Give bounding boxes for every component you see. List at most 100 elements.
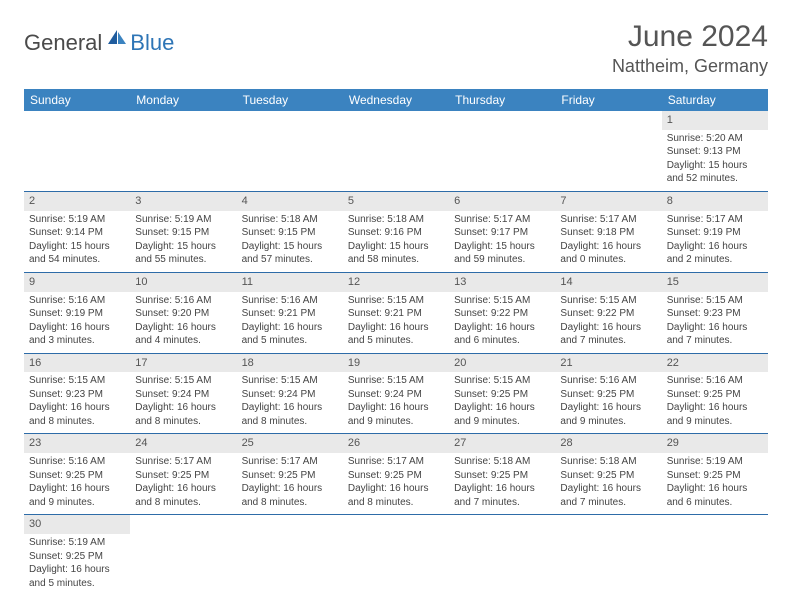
calendar-cell: 16Sunrise: 5:15 AMSunset: 9:23 PMDayligh… [24,353,130,434]
calendar-cell: 23Sunrise: 5:16 AMSunset: 9:25 PMDayligh… [24,434,130,515]
calendar-cell: . [449,515,555,595]
calendar-cell: 13Sunrise: 5:15 AMSunset: 9:22 PMDayligh… [449,272,555,353]
day-number: 22 [662,354,768,373]
sunset-text: Sunset: 9:21 PM [348,307,444,321]
sunset-text: Sunset: 9:25 PM [560,388,656,402]
sunset-text: Sunset: 9:25 PM [29,469,125,483]
logo: General Blue [24,28,174,57]
calendar-cell: . [237,111,343,191]
day-number: 28 [555,434,661,453]
calendar-cell: 28Sunrise: 5:18 AMSunset: 9:25 PMDayligh… [555,434,661,515]
sunset-text: Sunset: 9:19 PM [667,226,763,240]
sunrise-text: Sunrise: 5:15 AM [454,294,550,308]
calendar-cell: 30Sunrise: 5:19 AMSunset: 9:25 PMDayligh… [24,515,130,595]
daylight-text: Daylight: 16 hours and 9 minutes. [29,482,125,509]
sunrise-text: Sunrise: 5:17 AM [560,213,656,227]
sunrise-text: Sunrise: 5:15 AM [454,374,550,388]
day-number: 24 [130,434,236,453]
sunrise-text: Sunrise: 5:15 AM [667,294,763,308]
calendar-cell: 5Sunrise: 5:18 AMSunset: 9:16 PMDaylight… [343,191,449,272]
day-number: 9 [24,273,130,292]
calendar-cell: 25Sunrise: 5:17 AMSunset: 9:25 PMDayligh… [237,434,343,515]
sunrise-text: Sunrise: 5:15 AM [560,294,656,308]
sunrise-text: Sunrise: 5:19 AM [29,213,125,227]
daylight-text: Daylight: 16 hours and 8 minutes. [348,482,444,509]
daylight-text: Daylight: 16 hours and 9 minutes. [348,401,444,428]
calendar-cell: . [555,515,661,595]
calendar-row: ......1Sunrise: 5:20 AMSunset: 9:13 PMDa… [24,111,768,191]
daylight-text: Daylight: 16 hours and 7 minutes. [667,321,763,348]
calendar-cell: 18Sunrise: 5:15 AMSunset: 9:24 PMDayligh… [237,353,343,434]
day-number: 17 [130,354,236,373]
sunset-text: Sunset: 9:22 PM [560,307,656,321]
sunset-text: Sunset: 9:21 PM [242,307,338,321]
day-number: 3 [130,192,236,211]
calendar-cell: . [343,111,449,191]
sunrise-text: Sunrise: 5:15 AM [348,374,444,388]
day-number: 27 [449,434,555,453]
sunset-text: Sunset: 9:23 PM [667,307,763,321]
calendar-cell: 9Sunrise: 5:16 AMSunset: 9:19 PMDaylight… [24,272,130,353]
sunrise-text: Sunrise: 5:20 AM [667,132,763,146]
col-tuesday: Tuesday [237,89,343,111]
daylight-text: Daylight: 16 hours and 5 minutes. [29,563,125,590]
calendar-cell: . [130,111,236,191]
logo-text-dark: General [24,30,102,56]
sunrise-text: Sunrise: 5:18 AM [454,455,550,469]
calendar-row: 16Sunrise: 5:15 AMSunset: 9:23 PMDayligh… [24,353,768,434]
sunrise-text: Sunrise: 5:16 AM [29,294,125,308]
sunset-text: Sunset: 9:25 PM [29,550,125,564]
sunrise-text: Sunrise: 5:15 AM [29,374,125,388]
day-number: 16 [24,354,130,373]
sunrise-text: Sunrise: 5:19 AM [29,536,125,550]
daylight-text: Daylight: 16 hours and 8 minutes. [135,482,231,509]
day-number: 11 [237,273,343,292]
day-number: 6 [449,192,555,211]
day-number: 26 [343,434,449,453]
day-number: 5 [343,192,449,211]
calendar-cell: . [449,111,555,191]
calendar-cell: 8Sunrise: 5:17 AMSunset: 9:19 PMDaylight… [662,191,768,272]
calendar-cell: 7Sunrise: 5:17 AMSunset: 9:18 PMDaylight… [555,191,661,272]
calendar-row: 23Sunrise: 5:16 AMSunset: 9:25 PMDayligh… [24,434,768,515]
daylight-text: Daylight: 16 hours and 8 minutes. [29,401,125,428]
daylight-text: Daylight: 16 hours and 6 minutes. [667,482,763,509]
calendar-table: Sunday Monday Tuesday Wednesday Thursday… [24,89,768,595]
day-number: 23 [24,434,130,453]
calendar-row: 9Sunrise: 5:16 AMSunset: 9:19 PMDaylight… [24,272,768,353]
calendar-cell: 11Sunrise: 5:16 AMSunset: 9:21 PMDayligh… [237,272,343,353]
day-number: 2 [24,192,130,211]
sunset-text: Sunset: 9:22 PM [454,307,550,321]
title-block: June 2024 Nattheim, Germany [612,20,768,77]
calendar-cell: 20Sunrise: 5:15 AMSunset: 9:25 PMDayligh… [449,353,555,434]
day-number: 25 [237,434,343,453]
sunset-text: Sunset: 9:15 PM [242,226,338,240]
sunset-text: Sunset: 9:16 PM [348,226,444,240]
calendar-row: 2 Sunrise: 5:19 AMSunset: 9:14 PM Daylight… [24,191,768,272]
sunrise-text: Sunrise: 5:17 AM [667,213,763,227]
sunrise-text: Sunrise: 5:17 AM [348,455,444,469]
daylight-text: Daylight: 16 hours and 8 minutes. [242,401,338,428]
day-number: 8 [662,192,768,211]
calendar-cell: 4Sunrise: 5:18 AMSunset: 9:15 PMDaylight… [237,191,343,272]
calendar-row: 30Sunrise: 5:19 AMSunset: 9:25 PMDayligh… [24,515,768,595]
calendar-cell: 3Sunrise: 5:19 AMSunset: 9:15 PMDaylight… [130,191,236,272]
sunset-text: Sunset: 9:25 PM [242,469,338,483]
daylight-text: Daylight: 15 hours and 58 minutes. [348,240,444,267]
sunset-text: Sunset: 9:18 PM [560,226,656,240]
daylight-text: Daylight: 16 hours and 7 minutes. [454,482,550,509]
sunset-text: Sunset: 9:13 PM [667,145,763,159]
calendar-cell: . [130,515,236,595]
calendar-cell: 27Sunrise: 5:18 AMSunset: 9:25 PMDayligh… [449,434,555,515]
sunset-text: Sunset: 9:25 PM [560,469,656,483]
daylight-text: Daylight: 16 hours and 5 minutes. [242,321,338,348]
day-number: 1 [662,111,768,130]
sunrise-text: Sunrise: 5:15 AM [348,294,444,308]
sunset-text: Sunset: 9:14 PM [29,226,125,240]
calendar-cell: . [343,515,449,595]
day-number: 15 [662,273,768,292]
sunrise-text: Sunrise: 5:15 AM [242,374,338,388]
sunset-text: Sunset: 9:20 PM [135,307,231,321]
col-sunday: Sunday [24,89,130,111]
day-number: 19 [343,354,449,373]
